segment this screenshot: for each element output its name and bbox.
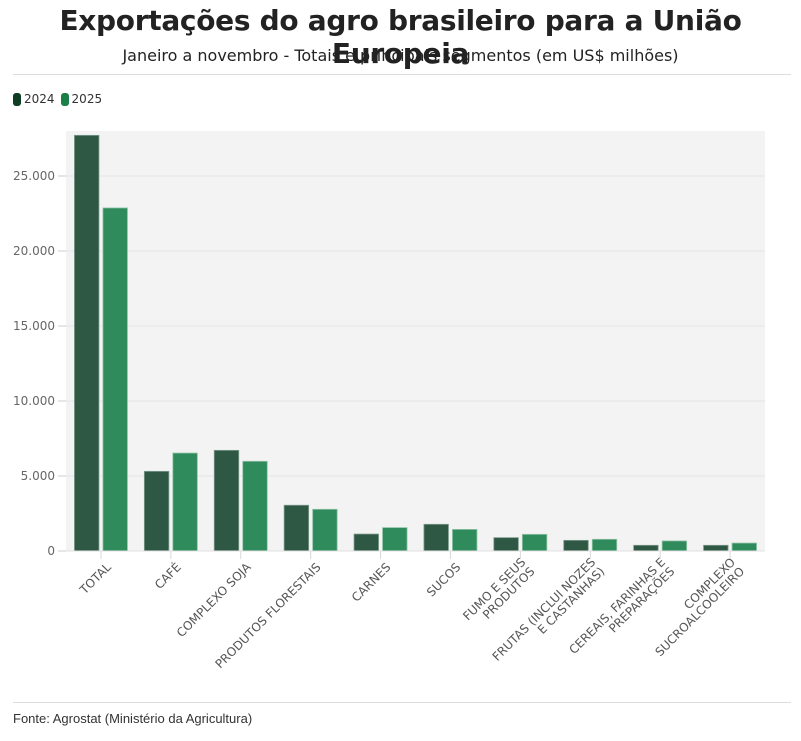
bar-2024[interactable] <box>353 533 379 552</box>
x-tick-label-line: CARNES <box>349 560 394 605</box>
legend: 2024 2025 <box>13 92 108 106</box>
x-tick-label-line: TOTAL <box>76 560 114 598</box>
legend-swatch-2024 <box>13 92 21 106</box>
bar-2025[interactable] <box>591 538 618 552</box>
chart-title: Exportações do agro brasileiro para a Un… <box>59 4 742 70</box>
footer-divider <box>13 702 791 703</box>
bar-2025[interactable] <box>172 452 198 552</box>
x-tick-label: CARNES <box>349 560 394 605</box>
x-tick-label: COMPLEXO SOJA <box>174 559 254 639</box>
bar-2024[interactable] <box>703 544 729 552</box>
bar-2025[interactable] <box>521 533 548 552</box>
legend-item-2024[interactable]: 2024 <box>13 92 55 106</box>
bar-2024[interactable] <box>213 449 240 552</box>
header-divider <box>13 74 791 75</box>
bar-2025[interactable] <box>452 529 478 552</box>
bar-2025[interactable] <box>382 527 408 552</box>
y-tick-label: 0 <box>47 544 55 558</box>
x-tick-label: CAFÉ <box>151 559 184 592</box>
x-tick-label-line: COMPLEXO SOJA <box>174 559 254 639</box>
y-tick-label: 15.000 <box>13 319 55 333</box>
bar-2024[interactable] <box>493 537 519 552</box>
y-tick-label: 5.000 <box>21 469 55 483</box>
legend-swatch-2025 <box>60 92 69 106</box>
bar-2025[interactable] <box>731 542 757 552</box>
bar-2024[interactable] <box>74 134 100 552</box>
legend-label-2025: 2025 <box>71 92 103 106</box>
source-note: Fonte: Agrostat (Ministério da Agricultu… <box>13 711 253 726</box>
bar-2024[interactable] <box>143 470 170 552</box>
bar-2024[interactable] <box>423 523 449 552</box>
x-tick-label-line: SUCOS <box>424 560 463 599</box>
bar-2025[interactable] <box>102 207 128 552</box>
bar-2024[interactable] <box>633 544 659 552</box>
y-axis: 0 5.000 10.000 15.000 20.000 25.000 <box>13 169 66 558</box>
x-tick-label: TOTAL <box>76 560 114 598</box>
bar-2024[interactable] <box>563 539 589 552</box>
x-tick-label: SUCOS <box>424 560 463 599</box>
legend-item-2025[interactable]: 2025 <box>60 92 103 106</box>
bar-chart: 0 5.000 10.000 15.000 20.000 25.000 TOTAL CAFÉ… <box>13 131 765 671</box>
bar-2025[interactable] <box>242 460 268 552</box>
bar-2025[interactable] <box>661 540 688 552</box>
y-tick-label: 10.000 <box>13 394 55 408</box>
bar-2024[interactable] <box>283 504 310 552</box>
y-tick-label: 20.000 <box>13 244 55 258</box>
x-tick-label-line: CAFÉ <box>151 559 184 592</box>
y-tick-label: 25.000 <box>13 169 55 183</box>
plot-area <box>66 131 765 551</box>
legend-label-2024: 2024 <box>24 92 55 106</box>
bars <box>74 134 757 552</box>
bar-2025[interactable] <box>312 508 338 552</box>
chart-subtitle: Janeiro a novembro - Totais e principais… <box>122 46 679 65</box>
